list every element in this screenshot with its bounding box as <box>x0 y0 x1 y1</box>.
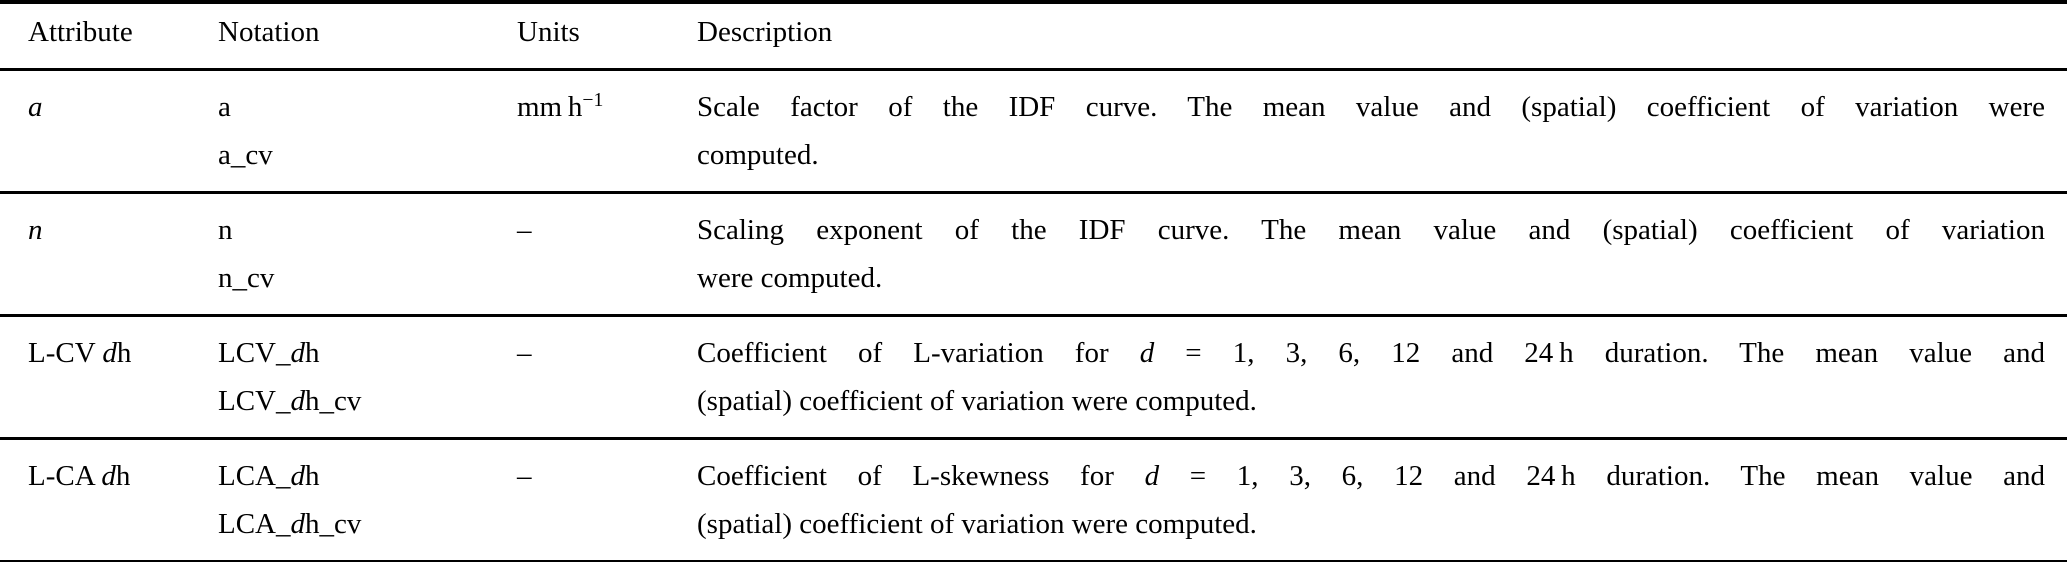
description-line: (spatial) coefficient of variation were … <box>697 508 1257 540</box>
cell-attribute: n <box>0 191 218 316</box>
notation-line: a <box>218 91 231 123</box>
description-line: Coefficient of L-skewness for d = 1, 3, … <box>697 460 2045 492</box>
description-line: Scale factor of the IDF curve. The mean … <box>697 91 2045 123</box>
table-row-a: a a a_cv mm h−1 Scale factor of the IDF … <box>0 70 2067 193</box>
notation-line: LCV_dh_cv <box>218 385 362 417</box>
notation-line: LCA_dh_cv <box>218 508 362 540</box>
cell-notation: n n_cv <box>218 191 517 316</box>
cell-description: Scaling exponent of the IDF curve. The m… <box>697 191 2067 316</box>
header-cell-notation: Notation <box>218 2 517 71</box>
table-row-lcv: L-CV dh LCV_dh LCV_dh_cv – Coefficient o… <box>0 314 2067 439</box>
notation-line: n_cv <box>218 262 275 294</box>
description-line: computed. <box>697 139 819 171</box>
cell-notation: LCV_dh LCV_dh_cv <box>218 314 517 439</box>
cell-description: Coefficient of L-skewness for d = 1, 3, … <box>697 437 2067 562</box>
description-line: (spatial) coefficient of variation were … <box>697 385 1257 417</box>
notation-line: n <box>218 214 233 246</box>
table-row-lca: L-CA dh LCA_dh LCA_dh_cv – Coefficient o… <box>0 437 2067 562</box>
header-cell-units: Units <box>517 2 697 71</box>
cell-notation: a a_cv <box>218 70 517 193</box>
description-line: Coefficient of L-variation for d = 1, 3,… <box>697 337 2045 369</box>
description-line: Scaling exponent of the IDF curve. The m… <box>697 214 2045 246</box>
cell-attribute: L-CV dh <box>0 314 218 439</box>
description-line: were computed. <box>697 262 883 294</box>
header-cell-attribute: Attribute <box>0 2 218 71</box>
table-row-n: n n n_cv – Scaling exponent of the IDF c… <box>0 191 2067 316</box>
cell-attribute: L-CA dh <box>0 437 218 562</box>
notation-line: LCA_dh <box>218 460 320 492</box>
table-header-row: Attribute Notation Units Description <box>0 2 2067 71</box>
cell-description: Coefficient of L-variation for d = 1, 3,… <box>697 314 2067 439</box>
notation-line: a_cv <box>218 139 273 171</box>
cell-notation: LCA_dh LCA_dh_cv <box>218 437 517 562</box>
cell-units: – <box>517 437 697 562</box>
cell-units: – <box>517 314 697 439</box>
cell-units: – <box>517 191 697 316</box>
cell-description: Scale factor of the IDF curve. The mean … <box>697 70 2067 193</box>
cell-attribute: a <box>28 91 43 123</box>
notation-line: LCV_dh <box>218 337 320 369</box>
header-cell-description: Description <box>697 2 2067 71</box>
cell-units: mm h−1 <box>517 88 604 123</box>
